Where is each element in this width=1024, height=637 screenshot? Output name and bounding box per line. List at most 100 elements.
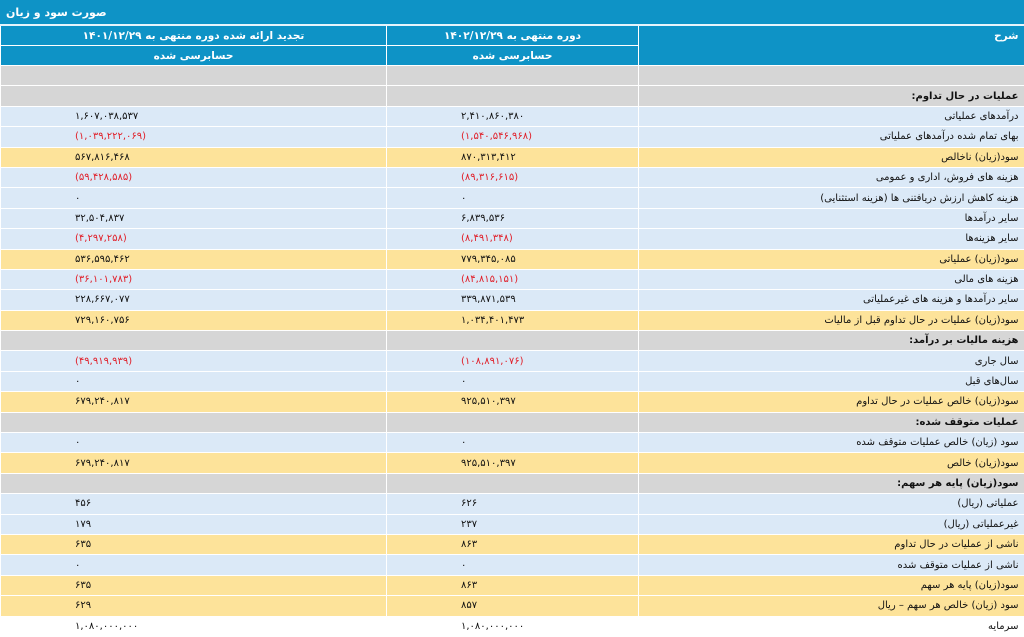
- period1-value: ۶,۸۳۹,۵۳۶: [387, 208, 639, 228]
- period1-value: ۸۶۳: [387, 575, 639, 595]
- row-label: سایر درآمدها و هزینه های غیرعملیاتی: [639, 290, 1024, 310]
- period2-value: ۰: [1, 433, 387, 453]
- table-row: سایر هزینه‌ها(۸,۴۹۱,۳۴۸)(۴,۲۹۷,۲۵۸): [1, 229, 1024, 249]
- row-label: هزینه های مالی: [639, 269, 1024, 289]
- row-label: سایر هزینه‌ها: [639, 229, 1024, 249]
- period2-value: ۶۳۵: [1, 575, 387, 595]
- row-label: هزینه های فروش، اداری و عمومی: [639, 167, 1024, 187]
- period2-value: [1, 331, 387, 351]
- section-row: هزینه مالیات بر درآمد:: [1, 331, 1024, 351]
- period1-value: ۱,۰۸۰,۰۰۰,۰۰۰: [387, 616, 639, 636]
- row-label: درآمدهای عملیاتی: [639, 106, 1024, 126]
- period1-value: [387, 412, 639, 432]
- table-row: هزینه های فروش، اداری و عمومی(۸۹,۳۱۶,۶۱۵…: [1, 167, 1024, 187]
- page-title-bar: صورت سود و زیان: [0, 0, 1024, 26]
- income-statement-table: شرح دوره منتهی به ۱۴۰۲/۱۲/۲۹ تجدید ارائه…: [0, 26, 1024, 637]
- period1-value: ۰: [387, 433, 639, 453]
- period1-audit-status: حسابرسی شده: [387, 46, 639, 66]
- period1-value: ۸۶۳: [387, 534, 639, 554]
- row-label: عملیات متوقف شده:: [639, 412, 1024, 432]
- period2-value: [1, 66, 387, 86]
- period1-value: (۱,۵۴۰,۵۴۶,۹۶۸): [387, 127, 639, 147]
- period2-value: ۱۷۹: [1, 514, 387, 534]
- period1-header: دوره منتهی به ۱۴۰۲/۱۲/۲۹: [387, 26, 639, 46]
- period2-value: (۵۹,۴۲۸,۵۸۵): [1, 167, 387, 187]
- table-row: سال جاری(۱۰۸,۸۹۱,۰۷۶)(۴۹,۹۱۹,۹۳۹): [1, 351, 1024, 371]
- row-label: سود(زیان) پایه هر سهم: [639, 575, 1024, 595]
- period1-value: (۸۴,۸۱۵,۱۵۱): [387, 269, 639, 289]
- period2-header: تجدید ارائه شده دوره منتهی به ۱۴۰۱/۱۲/۲۹: [1, 26, 387, 46]
- row-label: سود (زیان) خالص هر سهم – ریال: [639, 596, 1024, 616]
- period1-value: ۱,۰۳۴,۴۰۱,۴۷۳: [387, 310, 639, 330]
- section-row: عملیات در حال تداوم:: [1, 86, 1024, 106]
- table-row: هزینه های مالی(۸۴,۸۱۵,۱۵۱)(۳۶,۱۰۱,۷۸۳): [1, 269, 1024, 289]
- row-label: غیرعملیاتی (ریال): [639, 514, 1024, 534]
- period2-value: ۶۲۹: [1, 596, 387, 616]
- period1-value: ۲۳۷: [387, 514, 639, 534]
- period2-value: ۱,۰۸۰,۰۰۰,۰۰۰: [1, 616, 387, 636]
- period2-value: ۶۷۹,۲۴۰,۸۱۷: [1, 453, 387, 473]
- period1-value: [387, 473, 639, 493]
- period1-value: [387, 66, 639, 86]
- row-label: سود(زیان) خالص: [639, 453, 1024, 473]
- period2-value: [1, 86, 387, 106]
- period2-value: ۱,۶۰۷,۰۳۸,۵۳۷: [1, 106, 387, 126]
- period1-value: ۰: [387, 188, 639, 208]
- row-label: سود(زیان) عملیاتی: [639, 249, 1024, 269]
- period1-value: ۸۵۷: [387, 596, 639, 616]
- row-label: سود(زیان) خالص عملیات در حال تداوم: [639, 392, 1024, 412]
- period2-value: ۰: [1, 371, 387, 391]
- row-label: [639, 66, 1024, 86]
- row-label: سرمایه: [639, 616, 1024, 636]
- period1-value: ۹۲۵,۵۱۰,۳۹۷: [387, 392, 639, 412]
- period1-value: ۷۷۹,۳۴۵,۰۸۵: [387, 249, 639, 269]
- period1-value: (۸۹,۳۱۶,۶۱۵): [387, 167, 639, 187]
- section-row: عملیات متوقف شده:: [1, 412, 1024, 432]
- period2-value: [1, 412, 387, 432]
- row-label: سود(زیان) عملیات در حال تداوم قبل از مال…: [639, 310, 1024, 330]
- period2-audit-status: حسابرسی شده: [1, 46, 387, 66]
- row-label: سال جاری: [639, 351, 1024, 371]
- period1-value: ۰: [387, 371, 639, 391]
- period2-value: (۴۹,۹۱۹,۹۳۹): [1, 351, 387, 371]
- period2-value: ۶۳۵: [1, 534, 387, 554]
- period2-value: (۳۶,۱۰۱,۷۸۳): [1, 269, 387, 289]
- period1-value: ۰: [387, 555, 639, 575]
- spacer-row: [1, 66, 1024, 86]
- period2-value: ۷۲۹,۱۶۰,۷۵۶: [1, 310, 387, 330]
- period2-value: ۵۳۶,۵۹۵,۴۶۲: [1, 249, 387, 269]
- row-label: سود(زیان) ناخالص: [639, 147, 1024, 167]
- table-row: هزینه کاهش ارزش دریافتنی ها (هزینه استثن…: [1, 188, 1024, 208]
- row-label: عملیات در حال تداوم:: [639, 86, 1024, 106]
- period2-value: (۱,۰۳۹,۲۲۲,۰۶۹): [1, 127, 387, 147]
- period2-value: ۶۷۹,۲۴۰,۸۱۷: [1, 392, 387, 412]
- page-title: صورت سود و زیان: [6, 6, 107, 19]
- row-label: سایر درآمدها: [639, 208, 1024, 228]
- period2-value: ۰: [1, 555, 387, 575]
- row-label: ناشی از عملیات در حال تداوم: [639, 534, 1024, 554]
- period1-value: [387, 86, 639, 106]
- period2-value: (۴,۲۹۷,۲۵۸): [1, 229, 387, 249]
- period1-value: ۸۷۰,۳۱۳,۴۱۲: [387, 147, 639, 167]
- period2-value: ۵۶۷,۸۱۶,۴۶۸: [1, 147, 387, 167]
- row-label: عملیاتی (ریال): [639, 494, 1024, 514]
- table-row: بهای تمام شده درآمدهای عملیاتی(۱,۵۴۰,۵۴۶…: [1, 127, 1024, 147]
- period1-value: ۶۲۶: [387, 494, 639, 514]
- period2-value: ۰: [1, 188, 387, 208]
- row-label: ناشی از عملیات متوقف شده: [639, 555, 1024, 575]
- row-label: سود(زیان) پایه هر سهم:: [639, 473, 1024, 493]
- period1-value: (۱۰۸,۸۹۱,۰۷۶): [387, 351, 639, 371]
- row-label: هزینه کاهش ارزش دریافتنی ها (هزینه استثن…: [639, 188, 1024, 208]
- period1-value: (۸,۴۹۱,۳۴۸): [387, 229, 639, 249]
- period1-value: ۹۲۵,۵۱۰,۳۹۷: [387, 453, 639, 473]
